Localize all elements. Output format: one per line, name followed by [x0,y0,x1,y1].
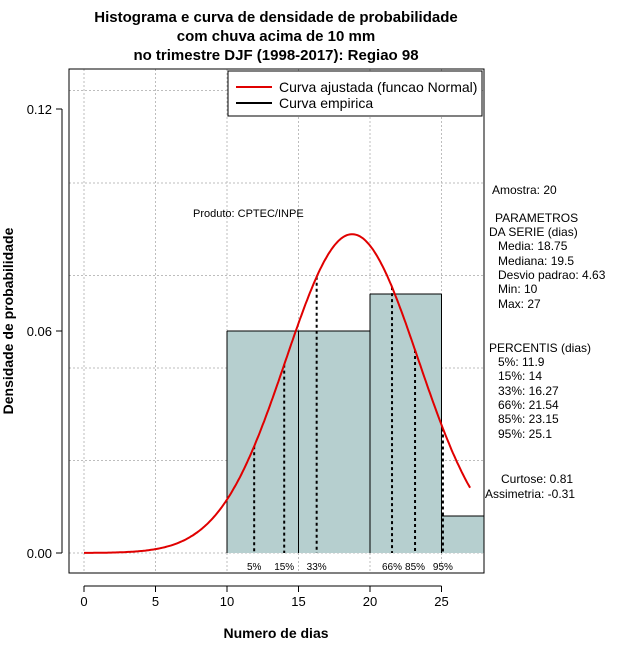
x-tick-label: 15 [291,594,305,609]
percentis-line-95: 95%: 25.1 [498,427,552,441]
x-tick-label: 20 [363,594,377,609]
legend: Curva ajustada (funcao Normal) Curva emp… [227,70,483,117]
percentis-line-33: 33%: 16.27 [498,384,559,398]
assimetria-label: Assimetria: -0.31 [485,487,575,501]
y-tick-label: 0.12 [27,102,52,117]
percentile-labels: 5% 15% 33% 66% 85% 95% [247,562,453,573]
x-tick-label: 5 [152,594,159,609]
y-tick-label: 0.00 [27,546,52,561]
y-axis-title: Densidade de probabilidade [0,227,16,414]
legend-label-fitted: Curva ajustada (funcao Normal) [279,79,477,95]
curtose-label: Curtose: 0.81 [501,472,573,486]
plot-frame [68,68,485,574]
histogram-bar [227,331,299,553]
fitted-curve [84,233,471,554]
param-header-1: PARAMETROS [495,211,578,225]
y-tick-label: 0.06 [27,324,52,339]
param-mediana: Mediana: 19.5 [498,254,574,268]
x-axis-title: Numero de dias [223,625,328,641]
percentile-label: 15% [274,562,294,573]
percentis-line-5: 5%: 11.9 [498,355,545,369]
param-desvio: Desvio padrao: 4.63 [498,268,606,282]
histogram-bar [441,516,484,553]
percentile-label: 95% [433,562,453,573]
chart-title-line-2: com chuva acima de 10 mm [177,28,375,45]
legend-label-empirical: Curva empirica [279,95,373,111]
x-tick-label: 0 [80,594,87,609]
legend-box [227,70,483,117]
y-axis: 0.00 0.06 0.12 [27,102,63,561]
chart-title-line-1: Histograma e curva de densidade de proba… [94,9,457,26]
param-max: Max: 27 [498,297,541,311]
x-tick-label: 10 [220,594,234,609]
percentile-label: 66% [382,562,402,573]
histogram-bar [298,331,370,553]
produto-label: Produto: CPTEC/INPE [193,208,304,220]
percentis-header: PERCENTIS (dias) [489,341,591,355]
percentis-line-66: 66%: 21.54 [498,398,559,412]
percentile-lines [253,276,444,553]
percentis-line-85: 85%: 23.15 [498,412,559,426]
x-axis: 0 5 10 15 20 25 [80,585,449,609]
percentis-line-15: 15%: 14 [498,369,542,383]
histogram-bars [226,293,484,553]
param-media: Media: 18.75 [498,239,568,253]
histogram-bar [370,294,442,553]
param-min: Min: 10 [498,282,538,296]
param-header-2: DA SERIE (dias) [489,225,578,239]
percentile-label: 33% [307,562,327,573]
percentile-label: 5% [247,562,262,573]
chart-title-line-3: no trimestre DJF (1998-2017): Regiao 98 [133,47,418,64]
fitted-normal-curve [84,233,471,554]
x-tick-label: 25 [434,594,448,609]
amostra-label: Amostra: 20 [492,183,557,197]
percentile-label: 85% [405,562,425,573]
